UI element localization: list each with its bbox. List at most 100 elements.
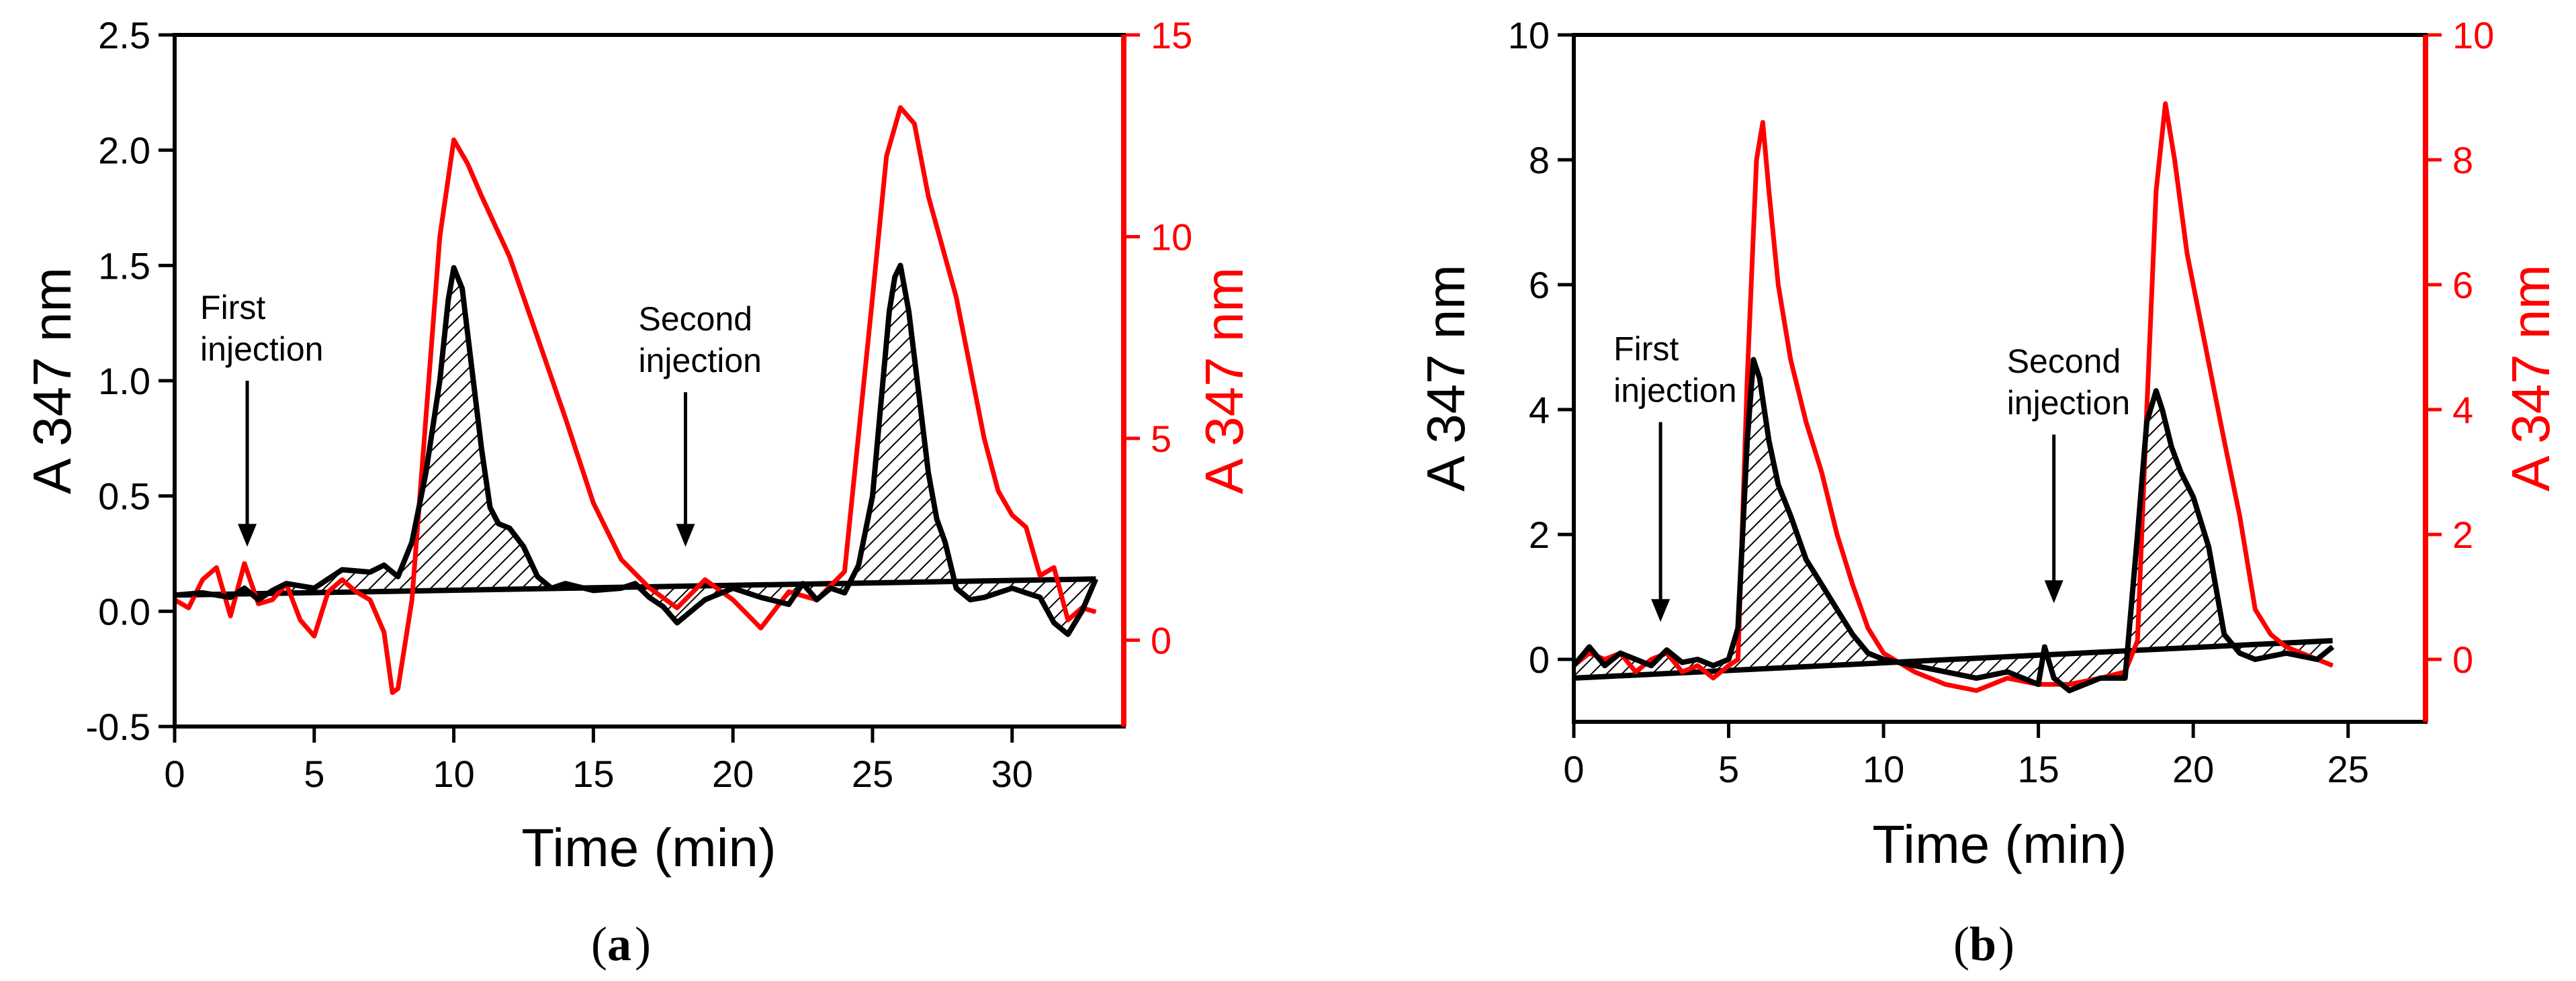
annotation-text-b-0-0: First [1613,330,1679,368]
tick-layer-a: 0 5 10 15 20 25 30 -0.5 0.0 0.5 1.0 1.5 2.0 2.5 0 5 10 15 [86,14,1193,795]
data-point-black-a [900,265,901,266]
data-point-black-a [453,267,455,269]
data-point-black-b [2137,534,2138,535]
data-point-black-b [1752,359,1754,361]
x-axis-title-a: Time (min) [521,818,776,878]
y-left-tick-label-a: -0.5 [86,706,151,748]
annotation-arrowhead-a-1 [676,524,695,547]
y-right-tick-label-b: 2 [2452,514,2473,556]
y-right-tick-label-a: 15 [1151,14,1192,56]
y-left-tick-label-a: 2.0 [98,130,150,172]
data-point-red-b [1746,378,1748,379]
x-tick-label-a: 0 [164,753,185,795]
data-point-red-b [2254,609,2256,610]
y-left-tick-label-b: 8 [1529,139,1550,181]
annotation-text-b-0-1: injection [1613,372,1736,410]
hatched-area-b [1574,359,2333,691]
panel-label-a: ( a ) [591,917,651,971]
panel-label-b: ( b ) [1953,917,2014,971]
data-point-red-a [341,579,343,580]
data-point-black-b [1746,440,1748,441]
data-point-black-a [202,592,204,594]
y-left-tick-label-a: 0.0 [98,590,150,633]
data-point-black-b [2007,671,2008,673]
chart-panel-a: First injection Second injection 0 5 10 15 20 25… [22,14,1254,971]
data-point-red-b [1728,665,1729,666]
data-point-red-a [202,579,204,580]
y-left-tick-label-b: 4 [1529,389,1550,431]
data-point-black-b [1728,659,1729,660]
x-tick-label-b: 10 [1863,748,1904,790]
data-point-black-b [1650,665,1652,666]
y-left-tick-label-b: 10 [1508,14,1550,56]
y-axis-title-right-b: A 347 nm [2501,265,2561,492]
data-point-black-a [844,592,845,594]
data-point-red-a [244,563,245,564]
data-point-black-a [676,622,678,623]
data-point-black-b [2038,684,2039,685]
data-point-black-a [537,576,538,577]
data-point-black-a [649,597,650,598]
x-tick-label-b: 5 [1718,748,1739,790]
x-tick-label-b: 20 [2172,748,2214,790]
data-point-black-a [498,523,499,524]
data-point-black-b [1713,665,1714,666]
data-point-black-b [1821,583,1822,585]
y-right-tick-label-a: 5 [1151,418,1171,460]
data-point-black-b [1945,671,1946,673]
svg-text:(: ( [591,917,607,971]
data-point-red-b [1697,665,1698,666]
data-point-red-b [2332,665,2334,666]
data-point-red-a [592,502,594,504]
data-point-black-a [285,583,287,584]
data-point-black-b [1883,659,1884,660]
data-point-black-a [369,571,371,573]
annotation-arrowhead-b-1 [2044,580,2063,604]
x-tick-label-a: 15 [572,753,614,795]
data-point-black-a [230,597,231,598]
x-axis-title-b: Time (min) [1872,814,2127,874]
data-point-black-a [662,606,664,607]
plot-layer-a: First injection Second injection [173,105,1099,695]
svg-text:b: b [1969,917,1996,971]
annotation-text-a-0-0: First [200,289,265,326]
data-point-red-a [997,490,999,492]
x-tick-label-a: 20 [712,753,754,795]
tick-layer-b: 0 5 10 15 20 25 0 2 4 6 8 10 0 2 4 6 8 10 [1508,14,2495,790]
y-left-tick-label-b: 0 [1529,639,1550,681]
y-left-tick-label-b: 2 [1529,514,1550,556]
y-left-tick-label-a: 1.5 [98,244,150,287]
data-point-black-a [944,541,946,543]
data-point-red-b [1790,359,1791,361]
data-point-black-a [1081,610,1083,612]
data-point-red-b [2186,253,2188,254]
annotation-text-a-0-1: injection [200,330,323,368]
data-point-red-b [1681,671,1683,673]
data-point-red-a [844,571,845,572]
data-point-black-b [2069,690,2070,691]
data-point-black-b [1697,659,1698,660]
data-point-red-a [509,256,510,257]
data-point-black-a [760,597,762,598]
data-point-black-a [732,588,734,589]
y-left-tick-label-a: 2.5 [98,14,150,56]
annotation-text-a-1-1: injection [639,342,762,379]
y-right-tick-label-b: 10 [2452,14,2494,56]
data-point-red-a [392,692,393,693]
data-point-black-a [565,583,566,584]
y-right-tick-label-a: 10 [1151,216,1192,258]
svg-text:(: ( [1953,917,1969,971]
y-right-tick-label-b: 0 [2452,639,2473,681]
annotation-arrowhead-a-0 [238,524,257,547]
y-right-tick-label-a: 0 [1151,619,1171,661]
data-point-black-a [830,588,832,589]
data-point-red-b [2069,684,2070,685]
data-point-black-b [1914,665,1915,666]
data-point-black-b [1681,662,1683,663]
x-tick-label-b: 0 [1563,748,1584,790]
data-point-red-b [1650,659,1652,660]
annotation-text-b-1-0: Second [2007,342,2121,380]
data-point-red-b [2211,378,2213,379]
data-point-black-b [2223,634,2225,635]
